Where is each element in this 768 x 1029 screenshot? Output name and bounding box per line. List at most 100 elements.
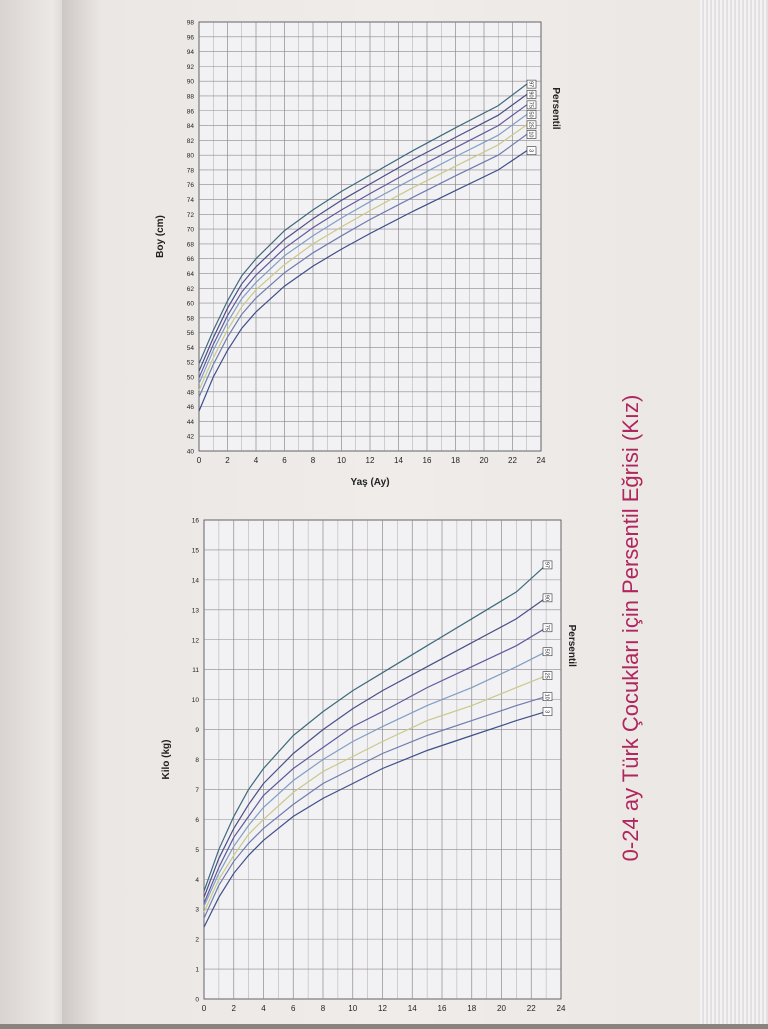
weight-chart: 0 2 4 6 8 10 12 14 16 18 20 22 240123456789101112131… [161, 518, 577, 1014]
weight-y-tick-label: 8 [195, 757, 199, 764]
height-legend-box-75 [526, 100, 537, 110]
height-x-tick-label: 0 [197, 456, 202, 465]
height-series-10-line [198, 133, 528, 398]
weight-x-tick-label: 14 [408, 1004, 417, 1013]
weight-legend-box-10 [542, 692, 553, 701]
weight-y-tick-label: 6 [195, 817, 199, 824]
page-title: 0-24 ay Türk Çocukları için Persentil Eğ… [618, 395, 643, 862]
height-y-tick-label: 74 [187, 197, 195, 204]
weight-legend-box-90 [542, 593, 553, 603]
weight-x-tick-label: 8 [321, 1004, 326, 1013]
weight-legend-title: Persentil [566, 625, 577, 667]
weight-y-tick-label: 0 [195, 997, 199, 1004]
weight-legend-label-97: 97 [544, 562, 550, 568]
weight-y-tick-label: 15 [192, 547, 200, 554]
height-x-tick-label: 2 [225, 456, 230, 465]
height-y-tick-label: 60 [187, 301, 195, 308]
weight-x-tick-label: 24 [557, 1004, 566, 1013]
height-legend-label-97: 97 [528, 81, 534, 87]
height-y-axis-label: Boy (cm) [155, 215, 166, 258]
height-y-tick-label: 92 [187, 64, 195, 71]
height-legend-box-10 [526, 130, 537, 139]
height-series-50-line [198, 114, 528, 384]
weight-x-tick-label: 0 [202, 1004, 207, 1013]
weight-x-tick-label: 6 [291, 1004, 296, 1013]
height-legend-box-25 [526, 120, 537, 130]
height-x-tick-label: 10 [337, 456, 346, 465]
height-x-tick-label: 24 [537, 456, 546, 465]
height-y-tick-label: 58 [187, 315, 195, 322]
height-y-tick-label: 86 [187, 108, 195, 115]
height-x-tick-label: 20 [480, 456, 489, 465]
height-y-tick-label: 98 [187, 20, 195, 27]
weight-x-tick-label: 18 [467, 1004, 476, 1013]
weight-y-axis-label: Kilo (kg) [161, 740, 172, 780]
weight-legend-label-3: 3 [544, 710, 550, 713]
height-legend-box-3 [526, 146, 537, 155]
height-series-97-line [198, 83, 528, 364]
weight-legend-label-10: 10 [544, 694, 550, 700]
weight-series-90-line [203, 597, 547, 898]
height-series-25-line [198, 124, 528, 391]
height-legend-label-50: 50 [528, 111, 534, 117]
height-legend-label-90: 90 [528, 91, 534, 97]
weight-y-tick-label: 11 [192, 667, 199, 674]
height-y-tick-label: 64 [187, 271, 195, 278]
weight-x-tick-label: 20 [497, 1004, 506, 1013]
height-x-tick-label: 4 [254, 456, 259, 465]
height-legend-label-75: 75 [528, 102, 534, 108]
height-legend-label-3: 3 [528, 149, 534, 152]
weight-legend-label-90: 90 [544, 595, 550, 601]
height-y-tick-label: 82 [187, 138, 195, 145]
weight-y-tick-label: 13 [192, 607, 200, 614]
weight-y-tick-label: 14 [192, 577, 200, 584]
weight-legend-label-75: 75 [544, 625, 550, 631]
height-y-tick-label: 48 [187, 389, 195, 396]
height-y-tick-label: 96 [187, 34, 195, 41]
weight-legend-label-25: 25 [544, 673, 550, 679]
weight-legend-box-3 [542, 707, 553, 716]
weight-legend-label-50: 50 [544, 649, 550, 655]
height-series-75-line [198, 104, 528, 379]
height-x-tick-label: 14 [394, 456, 403, 465]
weight-y-tick-label: 1 [195, 967, 199, 974]
height-y-tick-label: 80 [187, 153, 195, 160]
weight-x-tick-label: 4 [261, 1004, 266, 1013]
weight-x-tick-label: 2 [232, 1004, 237, 1013]
weight-y-tick-label: 9 [195, 727, 199, 734]
height-legend-label-25: 25 [528, 122, 534, 128]
weight-y-tick-label: 4 [195, 877, 199, 884]
height-legend-box-97 [526, 79, 537, 89]
height-y-tick-label: 54 [187, 345, 195, 352]
height-series-90-line [198, 94, 528, 372]
height-legend-title: Persentil [550, 87, 561, 129]
height-legend-box-50 [526, 110, 537, 119]
height-y-tick-label: 50 [187, 375, 195, 382]
height-x-tick-label: 18 [451, 456, 460, 465]
height-series-3-line [198, 150, 528, 412]
height-y-tick-label: 66 [187, 256, 195, 263]
height-x-tick-label: 8 [311, 456, 316, 465]
height-legend-label-10: 10 [528, 131, 534, 137]
weight-legend-box-97 [542, 560, 553, 570]
height-x-tick-label: 16 [423, 456, 432, 465]
height-y-tick-label: 70 [187, 227, 195, 234]
page-stack [700, 0, 768, 1024]
weight-y-tick-label: 7 [195, 787, 199, 794]
weight-series-75-line [203, 627, 547, 904]
weight-legend-box-50 [542, 647, 553, 657]
height-x-tick-label: 6 [282, 456, 287, 465]
weight-series-25-line [203, 675, 547, 913]
height-y-tick-label: 72 [187, 212, 195, 219]
height-y-tick-label: 42 [187, 434, 195, 441]
height-y-tick-label: 90 [187, 79, 195, 86]
weight-legend-box-25 [542, 671, 553, 680]
weight-y-tick-label: 3 [195, 907, 199, 914]
weight-series-50-line [203, 651, 547, 907]
height-y-tick-label: 88 [187, 93, 195, 100]
height-chart: 0 2 4 6 8 10 12 14 16 18 20 22 244042444648505254565… [155, 20, 561, 489]
weight-x-tick-label: 10 [348, 1004, 357, 1013]
height-y-tick-label: 52 [187, 360, 195, 367]
